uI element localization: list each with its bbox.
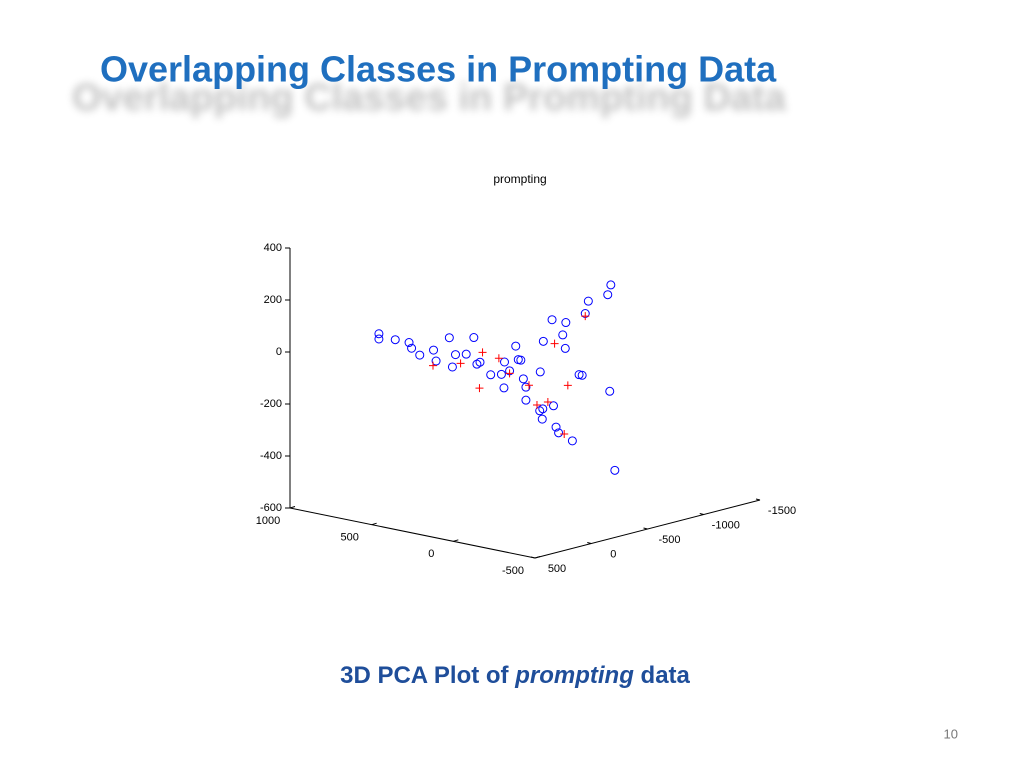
plus-point bbox=[494, 354, 503, 363]
plus-point bbox=[429, 361, 437, 370]
plus-point bbox=[563, 381, 572, 390]
circle-point bbox=[469, 333, 479, 343]
circle-point bbox=[551, 422, 561, 432]
plot: -600 -400 -200 0 200 400 -500 0 500 1000 -1500 -100… bbox=[256, 242, 796, 577]
plus-point bbox=[505, 369, 514, 378]
y-tick-label: 500 bbox=[548, 563, 566, 575]
x-tick-label: 0 bbox=[428, 548, 434, 560]
y-tick bbox=[755, 498, 761, 501]
z-tick-label: -200 bbox=[260, 398, 282, 410]
y-tick-label: -1000 bbox=[712, 519, 740, 531]
x-tick bbox=[289, 506, 296, 509]
caption-text: 3D PCA Plot of bbox=[340, 662, 509, 689]
circle-point bbox=[447, 362, 457, 372]
circle-point bbox=[549, 401, 558, 411]
circle-point bbox=[513, 355, 523, 365]
z-tick-label: 400 bbox=[264, 242, 282, 254]
y-tick-label: 0 bbox=[610, 548, 616, 560]
circle-point bbox=[538, 404, 548, 414]
circle-point bbox=[577, 370, 587, 380]
circle-point bbox=[554, 428, 564, 438]
circle-point bbox=[486, 370, 496, 380]
circle-point bbox=[374, 334, 384, 344]
circle-point bbox=[518, 374, 528, 384]
circle-point bbox=[431, 356, 441, 366]
circle-point bbox=[558, 330, 568, 340]
plus-point bbox=[532, 401, 541, 410]
circle-point bbox=[560, 343, 570, 353]
slide-title: Overlapping Classes in Prompting Data bbox=[100, 49, 777, 90]
circle-point bbox=[603, 290, 613, 300]
circle-point bbox=[374, 329, 384, 339]
plus-point bbox=[560, 429, 569, 438]
plus-point bbox=[581, 312, 590, 321]
circle-point bbox=[407, 343, 417, 353]
circle-point bbox=[547, 315, 557, 325]
plus-point bbox=[475, 384, 484, 393]
plus-point bbox=[478, 348, 487, 357]
circle-point bbox=[500, 357, 509, 367]
caption-emphasis: prompting bbox=[514, 662, 634, 689]
circle-point bbox=[404, 338, 414, 348]
circle-point bbox=[535, 367, 545, 377]
circle-point bbox=[538, 336, 548, 346]
circle-point bbox=[561, 318, 571, 328]
circle-point bbox=[496, 369, 506, 379]
circle-point bbox=[521, 395, 531, 405]
caption: 3D PCA Plot of prompting data bbox=[340, 662, 690, 689]
circle-point bbox=[574, 370, 584, 380]
circle-point bbox=[610, 465, 620, 475]
chart-title: prompting bbox=[493, 172, 546, 186]
x-tick bbox=[371, 522, 377, 526]
plus-point bbox=[550, 339, 559, 348]
title-shadow: Overlapping Classes in Prompting Data bbox=[72, 77, 787, 119]
plus-point bbox=[456, 359, 465, 368]
x-tick-label: 500 bbox=[340, 532, 358, 544]
z-tick-label: 200 bbox=[264, 294, 282, 306]
z-tick-label: 0 bbox=[276, 346, 282, 358]
y-tick bbox=[643, 527, 648, 530]
circle-point bbox=[429, 345, 439, 355]
circle-point bbox=[390, 335, 400, 345]
y-tick-label: -1500 bbox=[768, 505, 796, 517]
y-tick bbox=[530, 556, 536, 559]
circle-point bbox=[444, 333, 454, 343]
x-tick-label: 1000 bbox=[256, 515, 280, 527]
circle-point bbox=[537, 414, 547, 424]
x-tick bbox=[534, 556, 541, 559]
circle-point bbox=[472, 359, 482, 369]
y-tick-label: -500 bbox=[658, 534, 680, 546]
caption-text: data bbox=[641, 662, 691, 689]
circle-point bbox=[499, 383, 509, 393]
circle-point bbox=[605, 386, 615, 396]
circle-point bbox=[583, 296, 593, 306]
y-tick bbox=[699, 513, 704, 515]
circle-point bbox=[521, 382, 531, 392]
y-tick bbox=[587, 542, 592, 544]
plus-point bbox=[543, 398, 552, 407]
circle-point bbox=[511, 341, 521, 351]
circle-point bbox=[606, 280, 616, 290]
circle-point bbox=[567, 436, 577, 446]
z-tick-label: -600 bbox=[260, 502, 282, 514]
x-tick bbox=[453, 539, 459, 542]
z-tick-label: -400 bbox=[260, 450, 282, 462]
circle-point bbox=[461, 349, 471, 359]
x-tick-label: -500 bbox=[502, 565, 524, 577]
circle-point bbox=[415, 350, 425, 360]
page-number: 10 bbox=[944, 726, 958, 741]
circle-point bbox=[451, 350, 460, 360]
plus-point bbox=[525, 381, 533, 390]
x-axis bbox=[289, 507, 536, 559]
